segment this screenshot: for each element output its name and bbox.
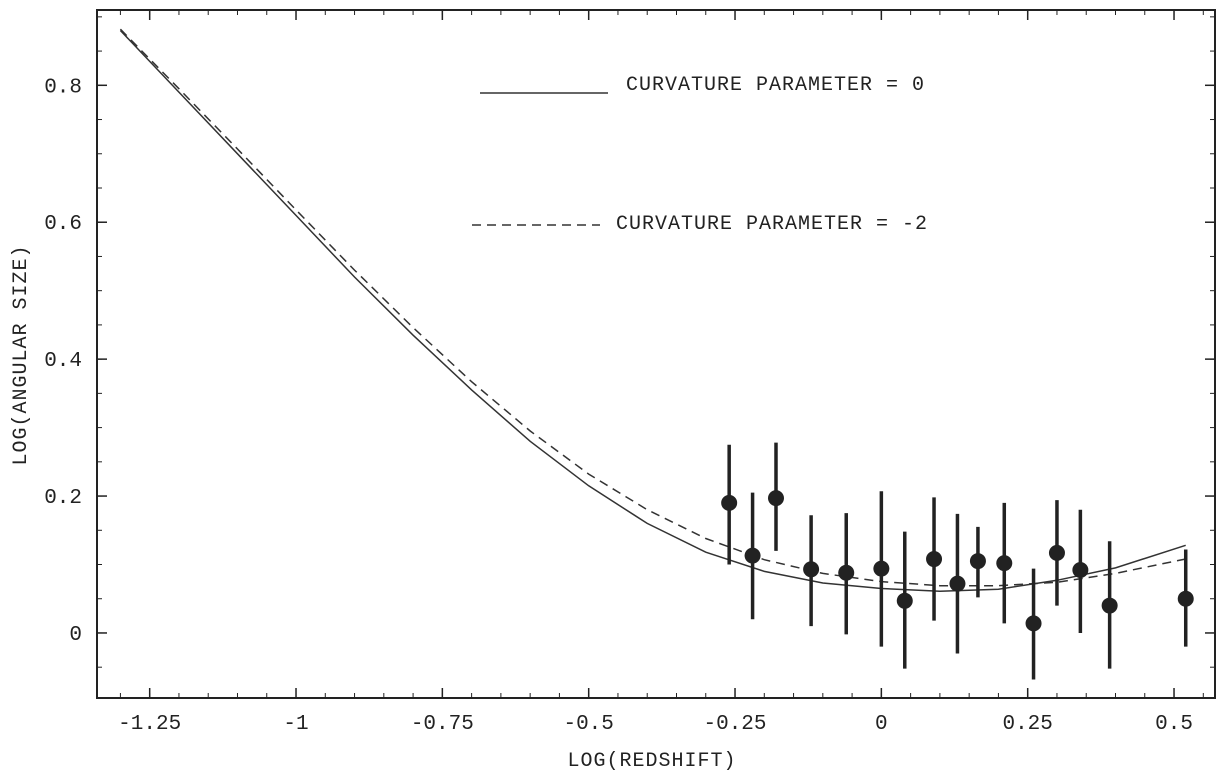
x-tick-label: -0.5 xyxy=(563,713,613,736)
x-tick-label: -0.25 xyxy=(704,713,767,736)
axis-ticks xyxy=(97,10,1215,698)
data-point xyxy=(767,490,784,507)
x-tick-label: -1.25 xyxy=(118,713,181,736)
curve-dashed xyxy=(119,28,1186,587)
data-points xyxy=(721,442,1194,680)
y-tick-label: 0.8 xyxy=(44,76,82,99)
x-tick-label: -0.75 xyxy=(411,713,474,736)
x-axis-label: LOG(REDSHIFT) xyxy=(567,750,736,773)
data-point xyxy=(949,575,966,592)
x-tick-label: 0.25 xyxy=(1002,713,1052,736)
data-point xyxy=(1177,590,1194,607)
y-axis-label: LOG(ANGULAR SIZE) xyxy=(10,244,33,465)
x-tick-label: 0.5 xyxy=(1155,713,1193,736)
x-tick-label: -1 xyxy=(283,713,308,736)
x-tick-label: 0 xyxy=(875,713,888,736)
data-point xyxy=(744,547,761,564)
data-point xyxy=(1072,561,1089,578)
data-point xyxy=(996,555,1013,572)
legend: CURVATURE PARAMETER = 0 CURVATURE PARAME… xyxy=(472,74,928,236)
data-point xyxy=(873,560,890,577)
y-tick-label: 0.4 xyxy=(44,350,82,373)
tick-labels: -1.25 -1 -0.75 -0.5 -0.25 0 0.25 0.5 0 0.2 0.4 0.6 0… xyxy=(44,76,1193,736)
data-point xyxy=(1025,615,1042,632)
model-curves xyxy=(119,28,1186,592)
data-point xyxy=(1101,597,1118,614)
data-point xyxy=(721,494,738,511)
legend-label-dashed: CURVATURE PARAMETER = -2 xyxy=(616,213,928,236)
y-tick-label: 0.6 xyxy=(44,213,82,236)
plot-frame xyxy=(96,9,1216,699)
data-point xyxy=(1048,544,1065,561)
curve-solid xyxy=(119,29,1186,592)
data-point xyxy=(896,592,913,609)
data-point xyxy=(838,564,855,581)
y-tick-label: 0 xyxy=(69,624,82,647)
data-point xyxy=(969,553,986,570)
legend-label-solid: CURVATURE PARAMETER = 0 xyxy=(626,74,925,97)
data-point xyxy=(926,551,943,568)
data-point xyxy=(803,561,820,578)
y-tick-label: 0.2 xyxy=(44,487,82,510)
